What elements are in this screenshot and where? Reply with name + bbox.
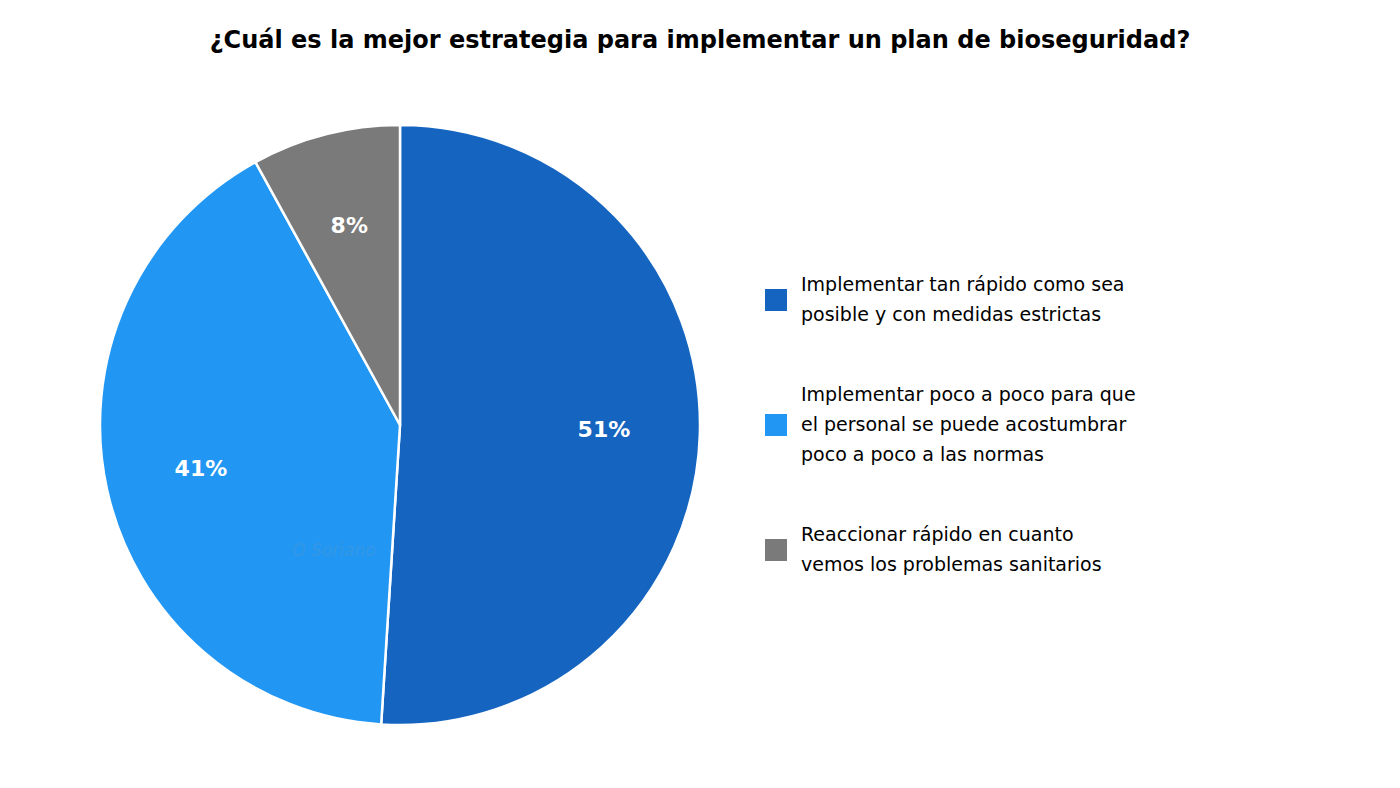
data-label: 51% xyxy=(578,417,631,442)
legend-label-line: poco a poco a las normas xyxy=(801,443,1044,465)
pie: O Soriano 51% 41% 8% xyxy=(100,125,700,725)
legend-swatch xyxy=(765,539,787,561)
chart: ¿Cuál es la mejor estrategia para implem… xyxy=(0,0,1400,788)
title: ¿Cuál es la mejor estrategia para implem… xyxy=(210,26,1191,54)
data-label: 41% xyxy=(175,456,228,481)
legend-label-line: el personal se puede acostumbrar xyxy=(801,413,1126,435)
legend-swatch xyxy=(765,289,787,311)
legend-label: Reaccionar rápido en cuanto vemos los pro… xyxy=(801,523,1102,575)
legend-label-line: vemos los problemas sanitarios xyxy=(801,553,1102,575)
legend-label-line: Implementar poco a poco para que xyxy=(801,383,1136,405)
legend-swatch xyxy=(765,414,787,436)
pie-slice xyxy=(381,125,700,725)
pie-slice xyxy=(255,125,400,425)
legend-label: Implementar tan rápido como sea posible y… xyxy=(801,273,1125,325)
legend-label-line: posible y con medidas estrictas xyxy=(801,303,1101,325)
legend-label: Implementar poco a poco para que el perso… xyxy=(801,383,1136,465)
legend-label-line: Implementar tan rápido como sea xyxy=(801,273,1125,295)
legend: Implementar tan rápido como sea posible y… xyxy=(765,273,1136,575)
data-label: 8% xyxy=(331,213,368,238)
legend-label-line: Reaccionar rápido en cuanto xyxy=(801,523,1074,545)
annotation: O Soriano xyxy=(292,540,375,560)
